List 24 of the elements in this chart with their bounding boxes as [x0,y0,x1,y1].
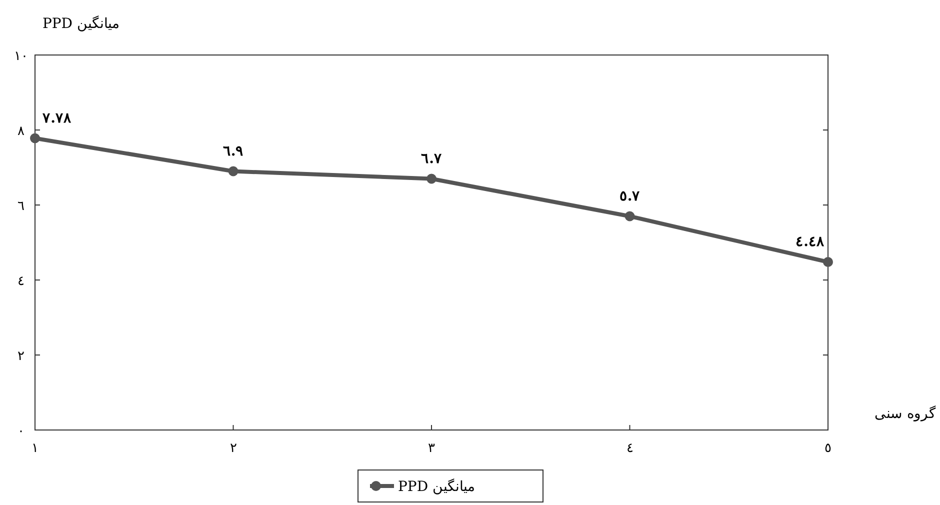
y-tick-label: ١٠ [14,49,28,64]
data-label: ٤.٤٨ [796,234,824,250]
x-tick-label: ٢ [230,441,237,456]
y-axis-title: میانگین PPD [42,15,120,32]
data-label: ٦.٧ [421,150,442,167]
x-tick-label: ٥ [824,441,832,456]
point [426,174,436,184]
legend-label: میانگین PPD [398,478,476,495]
point [823,257,833,267]
x-tick-label: ٣ [428,441,435,456]
y-tick-label: ٠ [18,424,24,439]
point [624,211,635,222]
y-tick-label: ٨ [18,124,24,139]
point [30,133,40,144]
x-tick-label: ٤ [626,441,634,456]
data-label: ٥.٧ [619,188,640,204]
data-label: ٧.٧٨ [42,110,72,126]
y-tick-label: ٤ [18,274,24,289]
data-label: ٦.٩ [222,143,244,160]
y-tick-label: ٦ [18,199,24,214]
x-tick-label: ١ [32,441,38,456]
x-axis-title: گروه سنی [874,405,936,422]
point [228,166,238,176]
y-tick-label: ٢ [18,349,24,364]
